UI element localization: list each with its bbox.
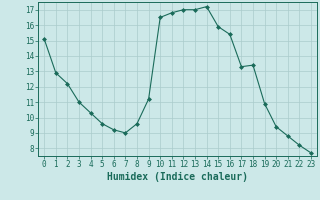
X-axis label: Humidex (Indice chaleur): Humidex (Indice chaleur): [107, 172, 248, 182]
